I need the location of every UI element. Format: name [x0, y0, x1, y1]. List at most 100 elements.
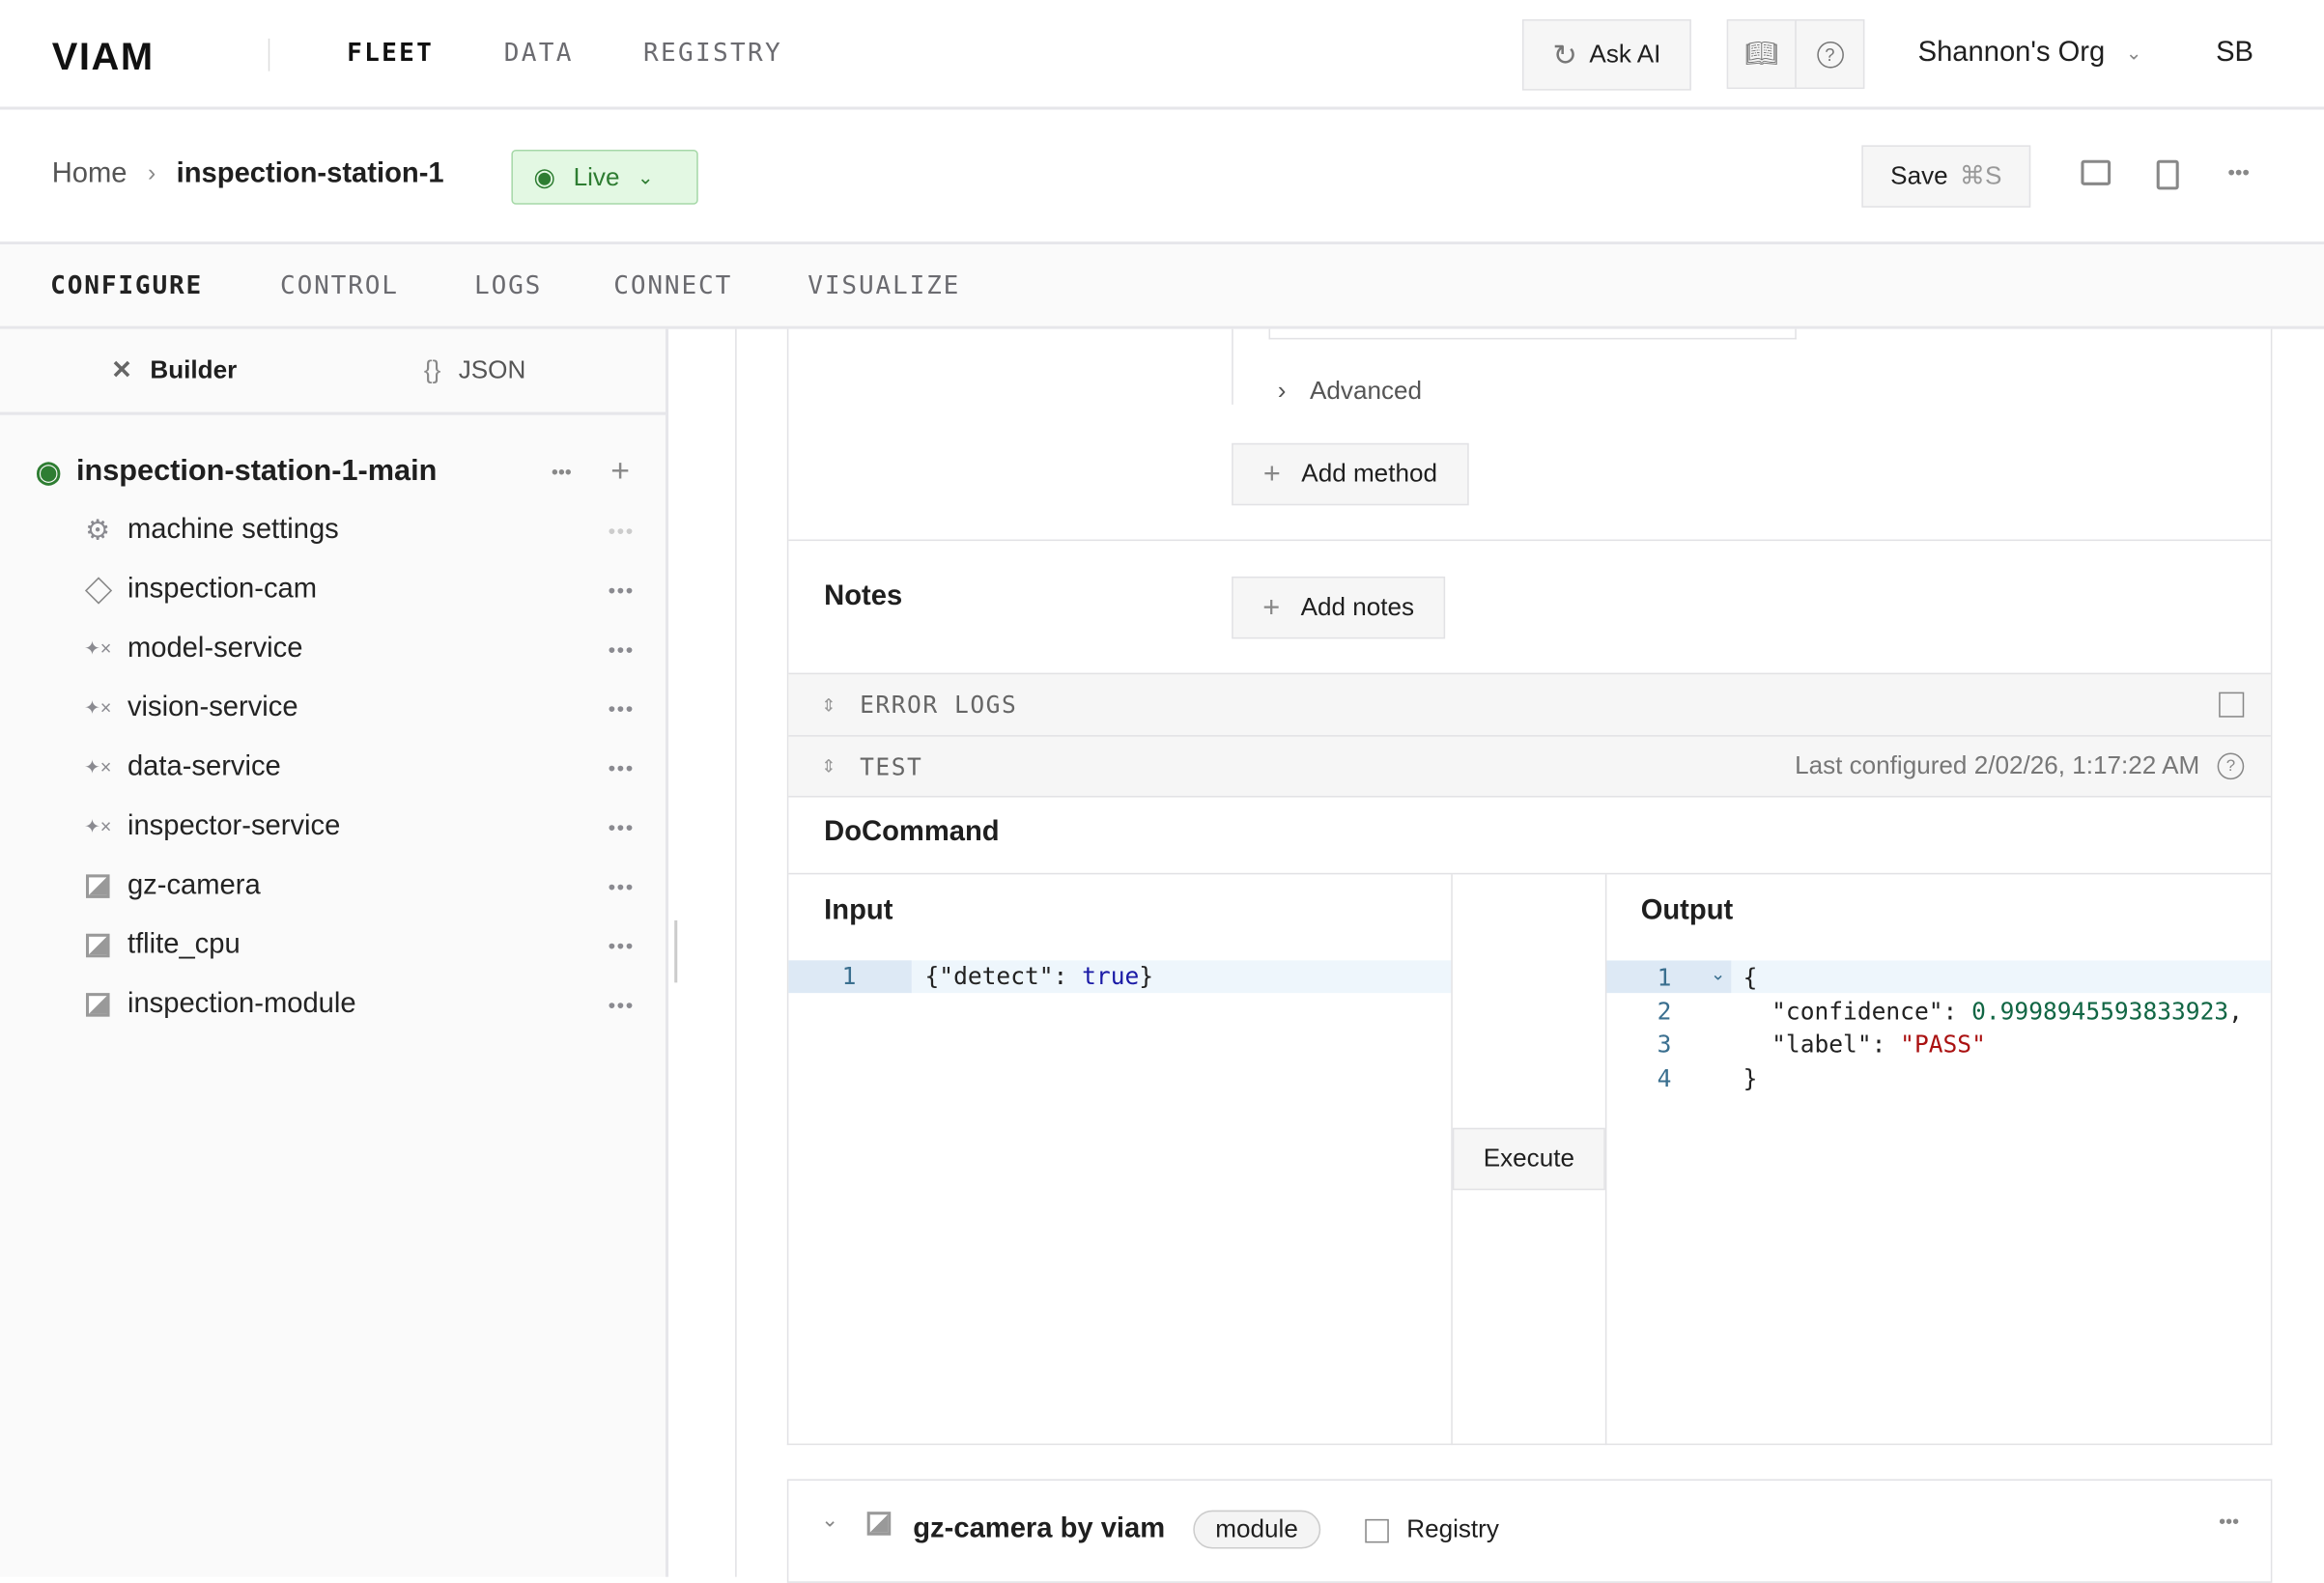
json-label: JSON	[458, 355, 526, 384]
chevron-down-icon[interactable]: ⌄	[821, 1507, 839, 1532]
output-code: { "confidence": 0.9998945593833923, "lab…	[1743, 963, 2243, 1092]
ai-refresh-icon: ↻	[1552, 39, 1578, 72]
test-section[interactable]: ⇕ TEST Last configured 2/02/26, 1:17:22 …	[788, 735, 2271, 797]
more-icon[interactable]: •••	[608, 636, 635, 662]
module-icon	[866, 1512, 892, 1536]
more-icon[interactable]: •••	[608, 874, 635, 898]
add-notes-button[interactable]: + Add notes	[1232, 576, 1446, 639]
plus-icon: +	[1262, 457, 1281, 491]
code-value: true	[1082, 961, 1140, 991]
breadcrumb-home[interactable]: Home	[51, 158, 128, 190]
tab-bar	[0, 244, 2324, 329]
nav-registry[interactable]: REGISTRY	[642, 38, 783, 69]
add-notes-label: Add notes	[1300, 592, 1415, 621]
more-icon[interactable]: •••	[2219, 1510, 2240, 1533]
input-editor[interactable]: 1 {"detect": true}	[788, 960, 1452, 1440]
module-title: gz-camera by viam	[913, 1512, 1166, 1544]
module-icon	[83, 990, 113, 1020]
sidebar-item[interactable]: ✦× inspector-service •••	[83, 801, 646, 854]
more-icon[interactable]: •••	[608, 755, 635, 780]
external-link-icon[interactable]	[2219, 692, 2245, 718]
json-mode-button[interactable]: {} JSON	[424, 355, 525, 385]
more-icon[interactable]: •••	[2227, 159, 2250, 184]
book-icon: 📖︎	[1744, 38, 1779, 69]
tab-connect[interactable]: CONNECT	[613, 270, 733, 301]
scroll-gutter	[735, 328, 737, 1577]
module-icon	[83, 871, 113, 901]
machine-name: inspection-station-1	[176, 158, 444, 190]
sidebar-item[interactable]: ✦× vision-service •••	[83, 682, 646, 735]
sidebar-item-label: inspection-module	[127, 988, 356, 1020]
more-icon[interactable]: •••	[608, 578, 635, 603]
report-icon[interactable]	[2156, 159, 2179, 190]
sidebar-item-label: vision-service	[127, 692, 298, 723]
sidebar-item[interactable]: inspection-module •••	[83, 978, 646, 1032]
builder-mode-button[interactable]: ✕ Builder	[111, 355, 237, 385]
machine-part-root[interactable]: ◉ inspection-station-1-main ••• +	[36, 450, 643, 492]
error-logs-section[interactable]: ⇕ ERROR LOGS	[788, 672, 2271, 736]
sidebar-item-label: gz-camera	[127, 869, 261, 901]
last-configured: Last configured 2/02/26, 1:17:22 AM	[1795, 750, 2200, 780]
execute-button[interactable]: Execute	[1452, 1127, 1605, 1191]
breadcrumb: Home › inspection-station-1	[52, 158, 444, 191]
resize-handle[interactable]	[674, 919, 678, 983]
signal-icon: ◉	[533, 162, 556, 191]
fold-icon[interactable]: ⌄	[1710, 963, 1726, 984]
add-method-button[interactable]: + Add method	[1232, 442, 1469, 506]
error-logs-label: ERROR LOGS	[860, 691, 1018, 720]
more-icon[interactable]: •••	[608, 933, 635, 958]
docommand-header: DoCommand	[788, 796, 2271, 875]
org-selector[interactable]: Shannon's Org ⌄	[1918, 37, 2142, 70]
more-icon[interactable]: •••	[608, 696, 635, 721]
docommand-title: DoCommand	[824, 816, 1000, 848]
more-icon[interactable]: •••	[551, 460, 572, 483]
divider	[1232, 328, 1233, 405]
tab-configure[interactable]: CONFIGURE	[50, 270, 204, 301]
sidebar-item[interactable]: gz-camera •••	[83, 860, 646, 913]
sparkle-icon: ✦×	[84, 696, 112, 720]
tab-control[interactable]: CONTROL	[280, 270, 399, 301]
chevron-down-icon: ⌄	[637, 165, 654, 188]
nav-data[interactable]: DATA	[503, 38, 574, 69]
builder-label: Builder	[150, 355, 238, 384]
more-icon[interactable]: •••	[608, 814, 635, 839]
top-nav	[0, 0, 2324, 110]
docs-button[interactable]: 📖︎	[1726, 18, 1797, 90]
output-label: Output	[1640, 894, 1734, 927]
chevron-right-icon: ›	[1277, 376, 1287, 405]
ask-ai-button[interactable]: ↻ Ask AI	[1521, 18, 1691, 91]
save-button[interactable]: Save ⌘S	[1861, 145, 2031, 208]
braces-icon: {}	[423, 355, 441, 384]
advanced-label: Advanced	[1309, 376, 1423, 405]
advanced-toggle[interactable]: › Advanced	[1278, 377, 1422, 407]
sidebar-item[interactable]: ✦× data-service •••	[83, 741, 646, 794]
tab-visualize[interactable]: VISUALIZE	[808, 270, 961, 301]
signal-icon: ◉	[35, 455, 62, 489]
add-method-label: Add method	[1301, 459, 1437, 488]
test-label: TEST	[860, 751, 923, 780]
live-status-dropdown[interactable]: ◉ Live ⌄	[511, 149, 698, 205]
sidebar-item[interactable]: tflite_cpu •••	[83, 919, 646, 972]
registry-link[interactable]: Registry	[1406, 1514, 1499, 1543]
divider	[268, 38, 270, 71]
sidebar-item[interactable]: inspection-cam •••	[83, 563, 646, 616]
sidebar-item[interactable]: ⚙ machine settings •••	[83, 504, 646, 557]
help-icon[interactable]: ?	[2217, 752, 2245, 780]
save-label: Save	[1890, 161, 1948, 190]
sidebar: ✕ Builder {} JSON ◉ inspection-station-1-ma…	[0, 328, 669, 1577]
add-icon[interactable]: +	[610, 452, 630, 490]
field-box	[1268, 328, 1797, 340]
more-icon[interactable]: •••	[608, 993, 635, 1017]
sparkle-icon: ✦×	[84, 755, 112, 778]
viam-logo[interactable]: VIAM	[51, 34, 155, 79]
help-button[interactable]: ?	[1795, 18, 1865, 90]
sidebar-item[interactable]: ✦× model-service •••	[83, 622, 646, 675]
tab-logs[interactable]: LOGS	[474, 270, 543, 301]
more-icon[interactable]: •••	[608, 519, 635, 543]
input-label: Input	[824, 894, 893, 927]
monitor-icon[interactable]	[2081, 159, 2111, 185]
nav-fleet[interactable]: FLEET	[347, 38, 435, 69]
avatar[interactable]: SB	[2216, 37, 2253, 69]
